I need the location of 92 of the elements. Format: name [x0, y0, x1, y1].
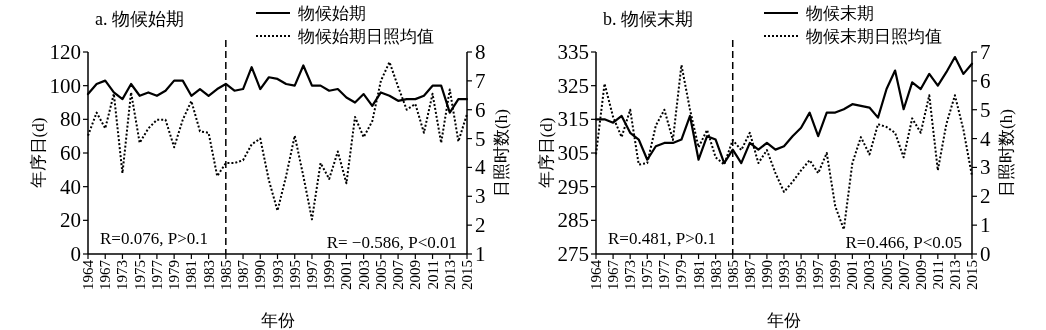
x-tick-label: 2005: [372, 260, 389, 290]
x-tick-label: 2007: [895, 259, 912, 290]
x-tick-label: 1979: [166, 260, 183, 290]
x-tick-label: 1987: [741, 259, 758, 290]
y-tick-label: 275: [557, 242, 589, 266]
x-axis-title: 年份: [260, 311, 295, 330]
x-tick-label: 2001: [338, 260, 355, 290]
x-tick-label: 1999: [321, 260, 338, 290]
y-tick-label: 335: [557, 40, 589, 64]
x-tick-label: 1995: [286, 260, 303, 290]
x-tick-label: 2015: [964, 260, 980, 290]
y-tick-label: 315: [557, 107, 589, 132]
annotation: R=0.481, P>0.1: [608, 229, 716, 248]
y2-tick-label: 3: [980, 155, 991, 180]
x-tick-label: 2013: [441, 260, 458, 290]
x-tick-label: 1987: [235, 259, 252, 290]
x-tick-label: 1975: [639, 260, 656, 290]
y2-tick-label: 1: [475, 242, 486, 266]
y-tick-label: 285: [557, 208, 589, 233]
y2-tick-label: 6: [980, 68, 991, 93]
annotation: R=0.076, P>0.1: [100, 229, 208, 248]
x-tick-label: 2011: [929, 260, 946, 290]
y-tick-label: 100: [49, 73, 81, 98]
y2-tick-label: 0: [980, 242, 991, 266]
x-tick-label: 2005: [878, 260, 895, 290]
y2-tick-label: 4: [475, 155, 486, 180]
y2-tick-label: 7: [475, 68, 486, 93]
x-tick-label: 1993: [269, 260, 286, 290]
x-tick-label: 1975: [131, 260, 148, 290]
x-tick-label: 1973: [114, 260, 131, 290]
legend-label: 物候末期日照均值: [806, 27, 942, 46]
y-tick-label: 305: [557, 141, 589, 165]
chart-title: a. 物候始期: [95, 9, 184, 29]
y-tick-label: 0: [70, 242, 81, 266]
y-tick-label: 60: [60, 141, 81, 165]
annotation: R= −0.586, P<0.01: [326, 233, 457, 252]
y2-tick-label: 2: [980, 184, 991, 209]
chart-title: b. 物候末期: [603, 9, 693, 29]
x-tick-label: 2009: [912, 260, 929, 290]
y2-tick-label: 7: [980, 40, 991, 64]
x-tick-label: 1967: [605, 259, 622, 290]
y-axis-title: 年序日(d): [29, 117, 48, 189]
x-tick-label: 1983: [707, 260, 724, 290]
x-tick-label: 1983: [200, 260, 217, 290]
x-tick-label: 1990: [758, 260, 775, 290]
y2-tick-label: 8: [475, 40, 486, 64]
x-tick-label: 2001: [844, 260, 861, 290]
x-tick-label: 1999: [827, 260, 844, 290]
x-tick-label: 1997: [810, 259, 827, 290]
x-tick-label: 1993: [776, 260, 792, 290]
y-tick-label: 20: [60, 208, 81, 233]
x-tick-label: 1981: [183, 260, 200, 290]
legend-label: 物候始期日照均值: [298, 27, 434, 46]
y2-tick-label: 1: [980, 213, 991, 238]
x-tick-label: 1995: [793, 260, 810, 290]
y2-axis-title: 日照时数(h): [997, 109, 1016, 197]
x-tick-label: 1997: [303, 259, 320, 290]
y2-tick-label: 4: [980, 126, 991, 151]
legend-label: 物候末期: [806, 4, 874, 23]
x-tick-label: 1973: [622, 260, 639, 290]
x-tick-label: 1977: [656, 259, 673, 290]
x-tick-label: 1985: [724, 260, 741, 290]
y-tick-label: 40: [60, 174, 81, 199]
y2-tick-label: 6: [475, 97, 486, 122]
y-tick-label: 295: [557, 174, 589, 199]
y2-tick-label: 3: [475, 184, 486, 209]
annotation: R=0.466, P<0.05: [845, 233, 962, 252]
y-axis-title: 年序日(d): [537, 117, 556, 189]
x-tick-label: 2011: [424, 260, 441, 290]
x-tick-label: 2007: [390, 259, 407, 290]
x-tick-label: 2003: [861, 260, 878, 290]
x-tick-label: 1979: [673, 260, 690, 290]
x-tick-label: 1967: [97, 259, 114, 290]
legend-label: 物候始期: [298, 4, 366, 23]
x-tick-label: 2013: [946, 260, 963, 290]
x-tick-label: 1977: [148, 259, 165, 290]
x-tick-label: 1964: [80, 259, 96, 290]
x-tick-label: 1964: [588, 259, 604, 290]
x-tick-label: 2003: [355, 260, 372, 290]
y2-tick-label: 2: [475, 213, 486, 238]
x-tick-label: 1985: [217, 260, 234, 290]
y2-tick-label: 5: [475, 126, 486, 151]
y-tick-label: 80: [60, 107, 81, 132]
y2-tick-label: 5: [980, 97, 991, 122]
x-tick-label: 1981: [690, 260, 707, 290]
y2-axis-title: 日照时数(h): [492, 109, 511, 197]
x-tick-label: 1990: [252, 260, 269, 290]
x-axis-title: 年份: [767, 311, 801, 330]
y-tick-label: 120: [49, 40, 81, 64]
x-tick-label: 2009: [407, 260, 424, 290]
y-tick-label: 325: [557, 73, 589, 98]
x-tick-label: 2015: [459, 260, 475, 290]
